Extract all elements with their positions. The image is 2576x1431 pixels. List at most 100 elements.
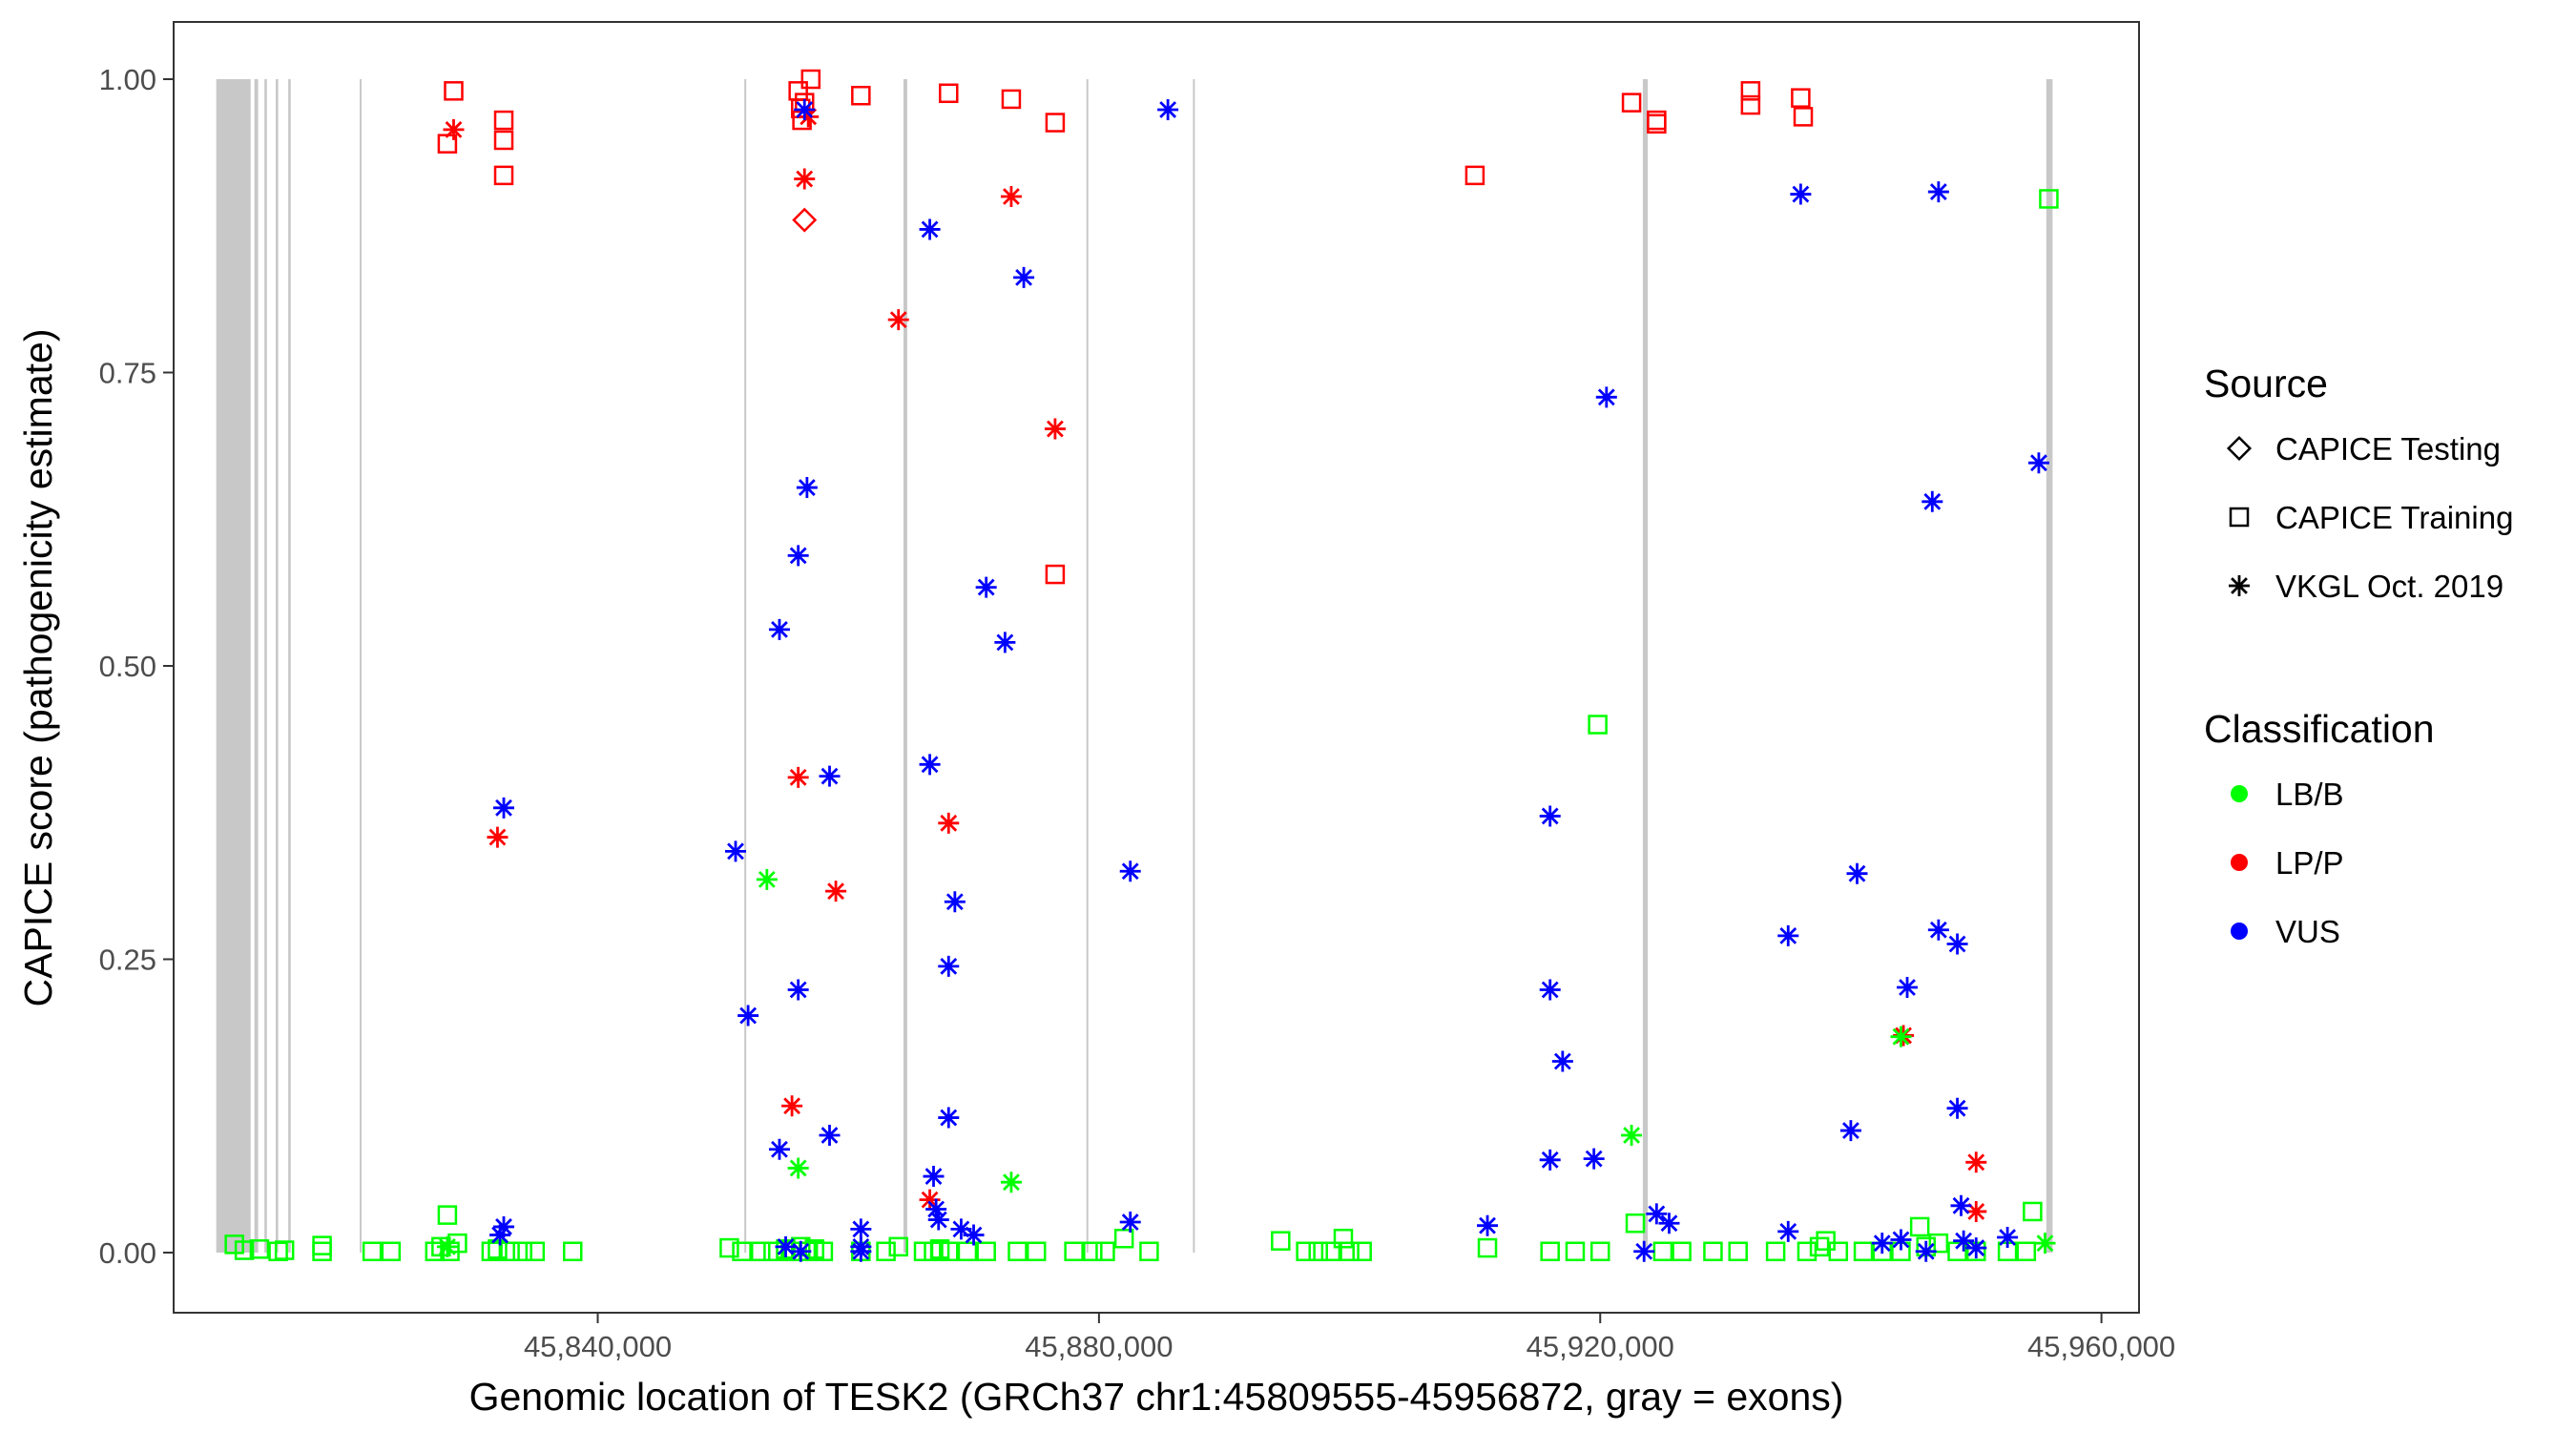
data-point [563,1241,583,1262]
data-point [1296,1241,1316,1262]
data-point [850,1240,872,1262]
data-point [1139,1241,1159,1262]
data-point [487,826,509,848]
data-point [1625,1213,1646,1234]
data-point [1320,1241,1341,1262]
x-tick-label: 45,960,000 [2027,1330,2175,1363]
data-point [1997,1227,2019,1249]
data-point [1797,1241,1818,1262]
data-point [1045,113,1066,133]
data-point [787,766,809,788]
data-point [938,1107,960,1129]
data-point [1965,1237,1987,1259]
data-point [1915,1240,1937,1262]
exon-band [275,79,279,1253]
exon-band [254,79,259,1253]
legend-class-icon [2231,785,2248,802]
data-point [500,1241,520,1262]
data-point [1853,1241,1874,1262]
data-point [1539,979,1561,1001]
data-point [1026,1241,1047,1262]
legend-source-icon [2226,435,2253,462]
data-point [436,1235,458,1257]
data-point [274,1240,295,1260]
y-tick-label: 1.00 [99,63,156,96]
data-point [1927,181,1949,203]
data-point [1953,1230,1975,1252]
data-point [1672,1241,1692,1262]
data-point [737,1005,759,1027]
data-point [1965,1151,1987,1173]
data-point [819,1125,841,1146]
exon-band [1086,79,1089,1253]
legend-source-icon [2229,507,2250,528]
data-point [1950,1194,1972,1216]
legend-classification-title: Classification [2204,707,2435,751]
data-point [489,1224,511,1246]
data-point [976,1241,996,1262]
data-point [719,1237,739,1258]
data-point [919,1189,941,1211]
data-point [950,1218,972,1240]
legend-class-icon [2231,854,2248,871]
data-point [249,1239,270,1259]
data-point [493,797,515,819]
data-point [1001,89,1022,110]
data-point [1045,564,1066,585]
data-point [756,868,778,890]
data-point [800,69,821,90]
data-point [488,1239,508,1259]
legend-source-label-testing: CAPICE Testing [2275,431,2501,467]
data-point [1551,1050,1573,1072]
data-point [1095,1241,1115,1262]
data-point [781,1095,803,1117]
data-point [1565,1241,1586,1262]
data-point [2039,189,2059,209]
data-point [787,545,809,567]
data-point [1703,1241,1723,1262]
data-point [792,207,818,233]
data-point [1777,1220,1799,1242]
x-tick-label: 45,920,000 [1527,1330,1674,1363]
data-point [850,1218,872,1240]
data-point [1890,1026,1912,1047]
data-point [1816,1231,1836,1251]
data-point [887,309,909,331]
data-point [876,1241,896,1262]
data-point [963,1224,985,1246]
data-point [924,1241,944,1262]
exon-band [1642,79,1649,1253]
data-point [1740,94,1761,115]
data-point [1465,165,1485,186]
legend-source-title: Source [2204,362,2328,405]
exon-band [359,79,362,1253]
data-point [1922,490,1943,512]
data-point [1595,386,1617,408]
data-point [1157,98,1179,120]
data-point [787,1157,809,1179]
data-point [1000,1172,1022,1193]
data-point [1927,919,1949,941]
exon-band [216,79,251,1253]
legend-class-icon [2231,923,2248,940]
data-point [919,218,941,240]
legend-classification-icons [2231,785,2248,940]
data-point [732,1241,752,1262]
data-point [362,1241,383,1262]
legend-class-label-lpp: LP/P [2275,845,2344,881]
data-point [1828,1241,1849,1262]
data-point [1946,933,1968,955]
data-point [994,632,1016,653]
data-point [1846,862,1868,884]
data-point [443,118,465,140]
plot-panel-border [173,21,2140,1314]
data-point [1064,1241,1084,1262]
data-point [493,130,514,151]
data-point [493,110,514,131]
data-point [794,168,816,190]
data-point [1352,1241,1372,1262]
data-point [975,576,997,598]
axes: 0.00 0.25 0.50 0.75 1.00 45,840,000 45,880,000… [99,63,2176,1363]
data-point [1909,1216,1930,1237]
data-point [1083,1241,1103,1262]
